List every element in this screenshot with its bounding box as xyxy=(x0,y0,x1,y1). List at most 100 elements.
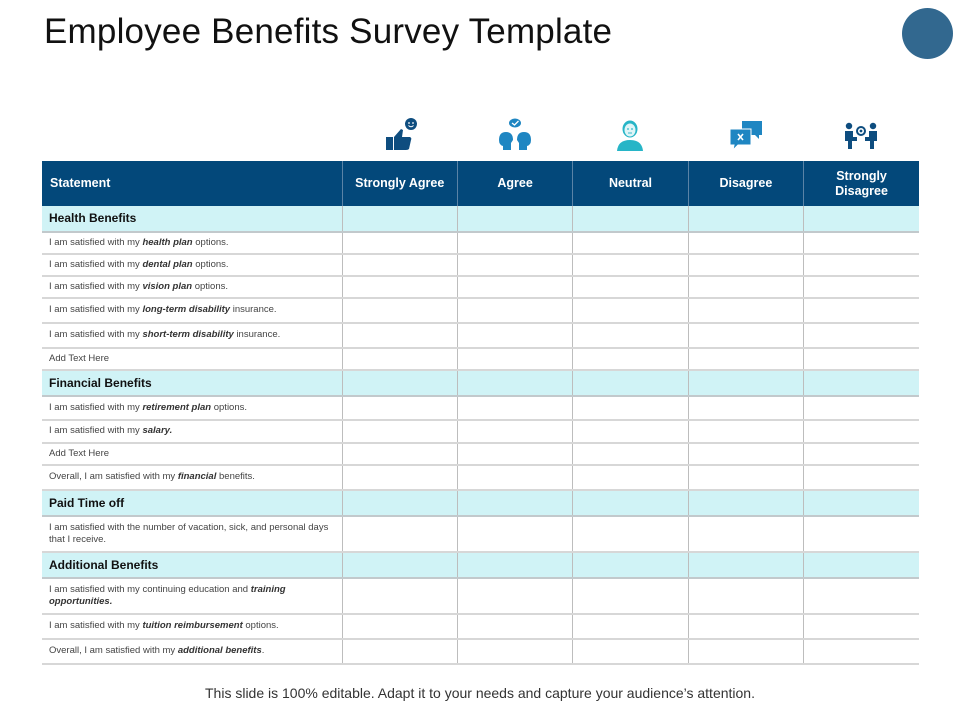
response-cell[interactable] xyxy=(687,465,804,491)
response-cell[interactable] xyxy=(341,490,458,517)
response-cell[interactable] xyxy=(341,614,458,640)
response-cell[interactable] xyxy=(572,578,689,615)
response-cell[interactable] xyxy=(456,639,573,665)
response-cell[interactable] xyxy=(803,639,919,665)
response-cell[interactable] xyxy=(456,516,573,553)
response-cell[interactable] xyxy=(456,276,573,299)
statement-cell: I am satisfied with my salary. xyxy=(42,420,343,444)
response-cell[interactable] xyxy=(687,396,804,421)
response-cell[interactable] xyxy=(341,396,458,421)
response-cell[interactable] xyxy=(803,323,919,349)
response-cell[interactable] xyxy=(687,443,804,466)
response-cell[interactable] xyxy=(456,348,573,371)
response-cell[interactable] xyxy=(341,552,458,579)
response-cell[interactable] xyxy=(456,396,573,421)
response-cell[interactable] xyxy=(456,323,573,349)
response-cell[interactable] xyxy=(687,298,804,324)
response-cell[interactable] xyxy=(803,552,919,579)
response-cell[interactable] xyxy=(687,614,804,640)
response-cell[interactable] xyxy=(803,516,919,553)
response-cell[interactable] xyxy=(803,370,919,397)
response-cell[interactable] xyxy=(456,614,573,640)
response-cell[interactable] xyxy=(572,396,689,421)
response-cell[interactable] xyxy=(456,465,573,491)
response-cell[interactable] xyxy=(341,370,458,397)
response-cell[interactable] xyxy=(572,348,689,371)
response-cell[interactable] xyxy=(803,254,919,277)
response-cell[interactable] xyxy=(456,490,573,517)
response-cell[interactable] xyxy=(687,370,804,397)
response-cell[interactable] xyxy=(456,298,573,324)
response-cell[interactable] xyxy=(687,206,804,233)
response-cell[interactable] xyxy=(341,420,458,444)
response-cell[interactable] xyxy=(687,254,804,277)
statement-text: I am satisfied with my xyxy=(49,258,143,270)
response-cell[interactable] xyxy=(803,348,919,371)
response-cell[interactable] xyxy=(803,420,919,444)
response-cell[interactable] xyxy=(687,420,804,444)
statement-text-end: insurance. xyxy=(233,329,281,341)
response-cell[interactable] xyxy=(687,232,804,255)
response-cell[interactable] xyxy=(341,443,458,466)
response-cell[interactable] xyxy=(572,254,689,277)
response-cell[interactable] xyxy=(572,276,689,299)
response-cell[interactable] xyxy=(687,276,804,299)
response-cell[interactable] xyxy=(803,578,919,615)
response-cell[interactable] xyxy=(341,578,458,615)
response-cell[interactable] xyxy=(572,370,689,397)
section-title: Health Benefits xyxy=(42,206,343,233)
response-cell[interactable] xyxy=(341,323,458,349)
response-cell[interactable] xyxy=(456,254,573,277)
response-cell[interactable] xyxy=(687,323,804,349)
response-cell[interactable] xyxy=(572,323,689,349)
statement-text: I am satisfied with the number of vacati… xyxy=(49,521,329,546)
response-cell[interactable] xyxy=(687,552,804,579)
response-cell[interactable] xyxy=(687,516,804,553)
response-cell[interactable] xyxy=(341,276,458,299)
response-cell[interactable] xyxy=(803,276,919,299)
response-cell[interactable] xyxy=(803,465,919,491)
response-cell[interactable] xyxy=(572,298,689,324)
response-cell[interactable] xyxy=(572,516,689,553)
response-cell[interactable] xyxy=(803,396,919,421)
response-cell[interactable] xyxy=(572,490,689,517)
response-cell[interactable] xyxy=(687,348,804,371)
response-cell[interactable] xyxy=(803,614,919,640)
response-cell[interactable] xyxy=(341,639,458,665)
response-cell[interactable] xyxy=(341,206,458,233)
statement-text-end: options. xyxy=(211,401,248,413)
response-cell[interactable] xyxy=(456,370,573,397)
response-cell[interactable] xyxy=(456,443,573,466)
response-cell[interactable] xyxy=(456,420,573,444)
response-cell[interactable] xyxy=(803,490,919,517)
response-cell[interactable] xyxy=(572,443,689,466)
table-row: Overall, I am satisfied with my financia… xyxy=(42,465,919,491)
response-cell[interactable] xyxy=(803,206,919,233)
response-cell[interactable] xyxy=(572,552,689,579)
response-cell[interactable] xyxy=(687,639,804,665)
response-cell[interactable] xyxy=(456,232,573,255)
response-cell[interactable] xyxy=(687,490,804,517)
response-cell[interactable] xyxy=(341,348,458,371)
response-cell[interactable] xyxy=(803,443,919,466)
response-cell[interactable] xyxy=(572,420,689,444)
response-cell[interactable] xyxy=(456,206,573,233)
response-cell[interactable] xyxy=(572,465,689,491)
response-cell[interactable] xyxy=(572,614,689,640)
response-cell[interactable] xyxy=(803,298,919,324)
response-cell[interactable] xyxy=(341,254,458,277)
response-cell[interactable] xyxy=(572,639,689,665)
header-agree: Agree xyxy=(456,161,573,206)
response-cell[interactable] xyxy=(687,578,804,615)
response-cell[interactable] xyxy=(803,232,919,255)
response-cell[interactable] xyxy=(572,232,689,255)
response-cell[interactable] xyxy=(456,552,573,579)
response-cell[interactable] xyxy=(456,578,573,615)
people-conflict-icon xyxy=(804,115,919,155)
response-cell[interactable] xyxy=(341,516,458,553)
response-cell[interactable] xyxy=(572,206,689,233)
response-cell[interactable] xyxy=(341,298,458,324)
response-cell[interactable] xyxy=(341,465,458,491)
rating-icons-row xyxy=(342,115,919,155)
response-cell[interactable] xyxy=(341,232,458,255)
